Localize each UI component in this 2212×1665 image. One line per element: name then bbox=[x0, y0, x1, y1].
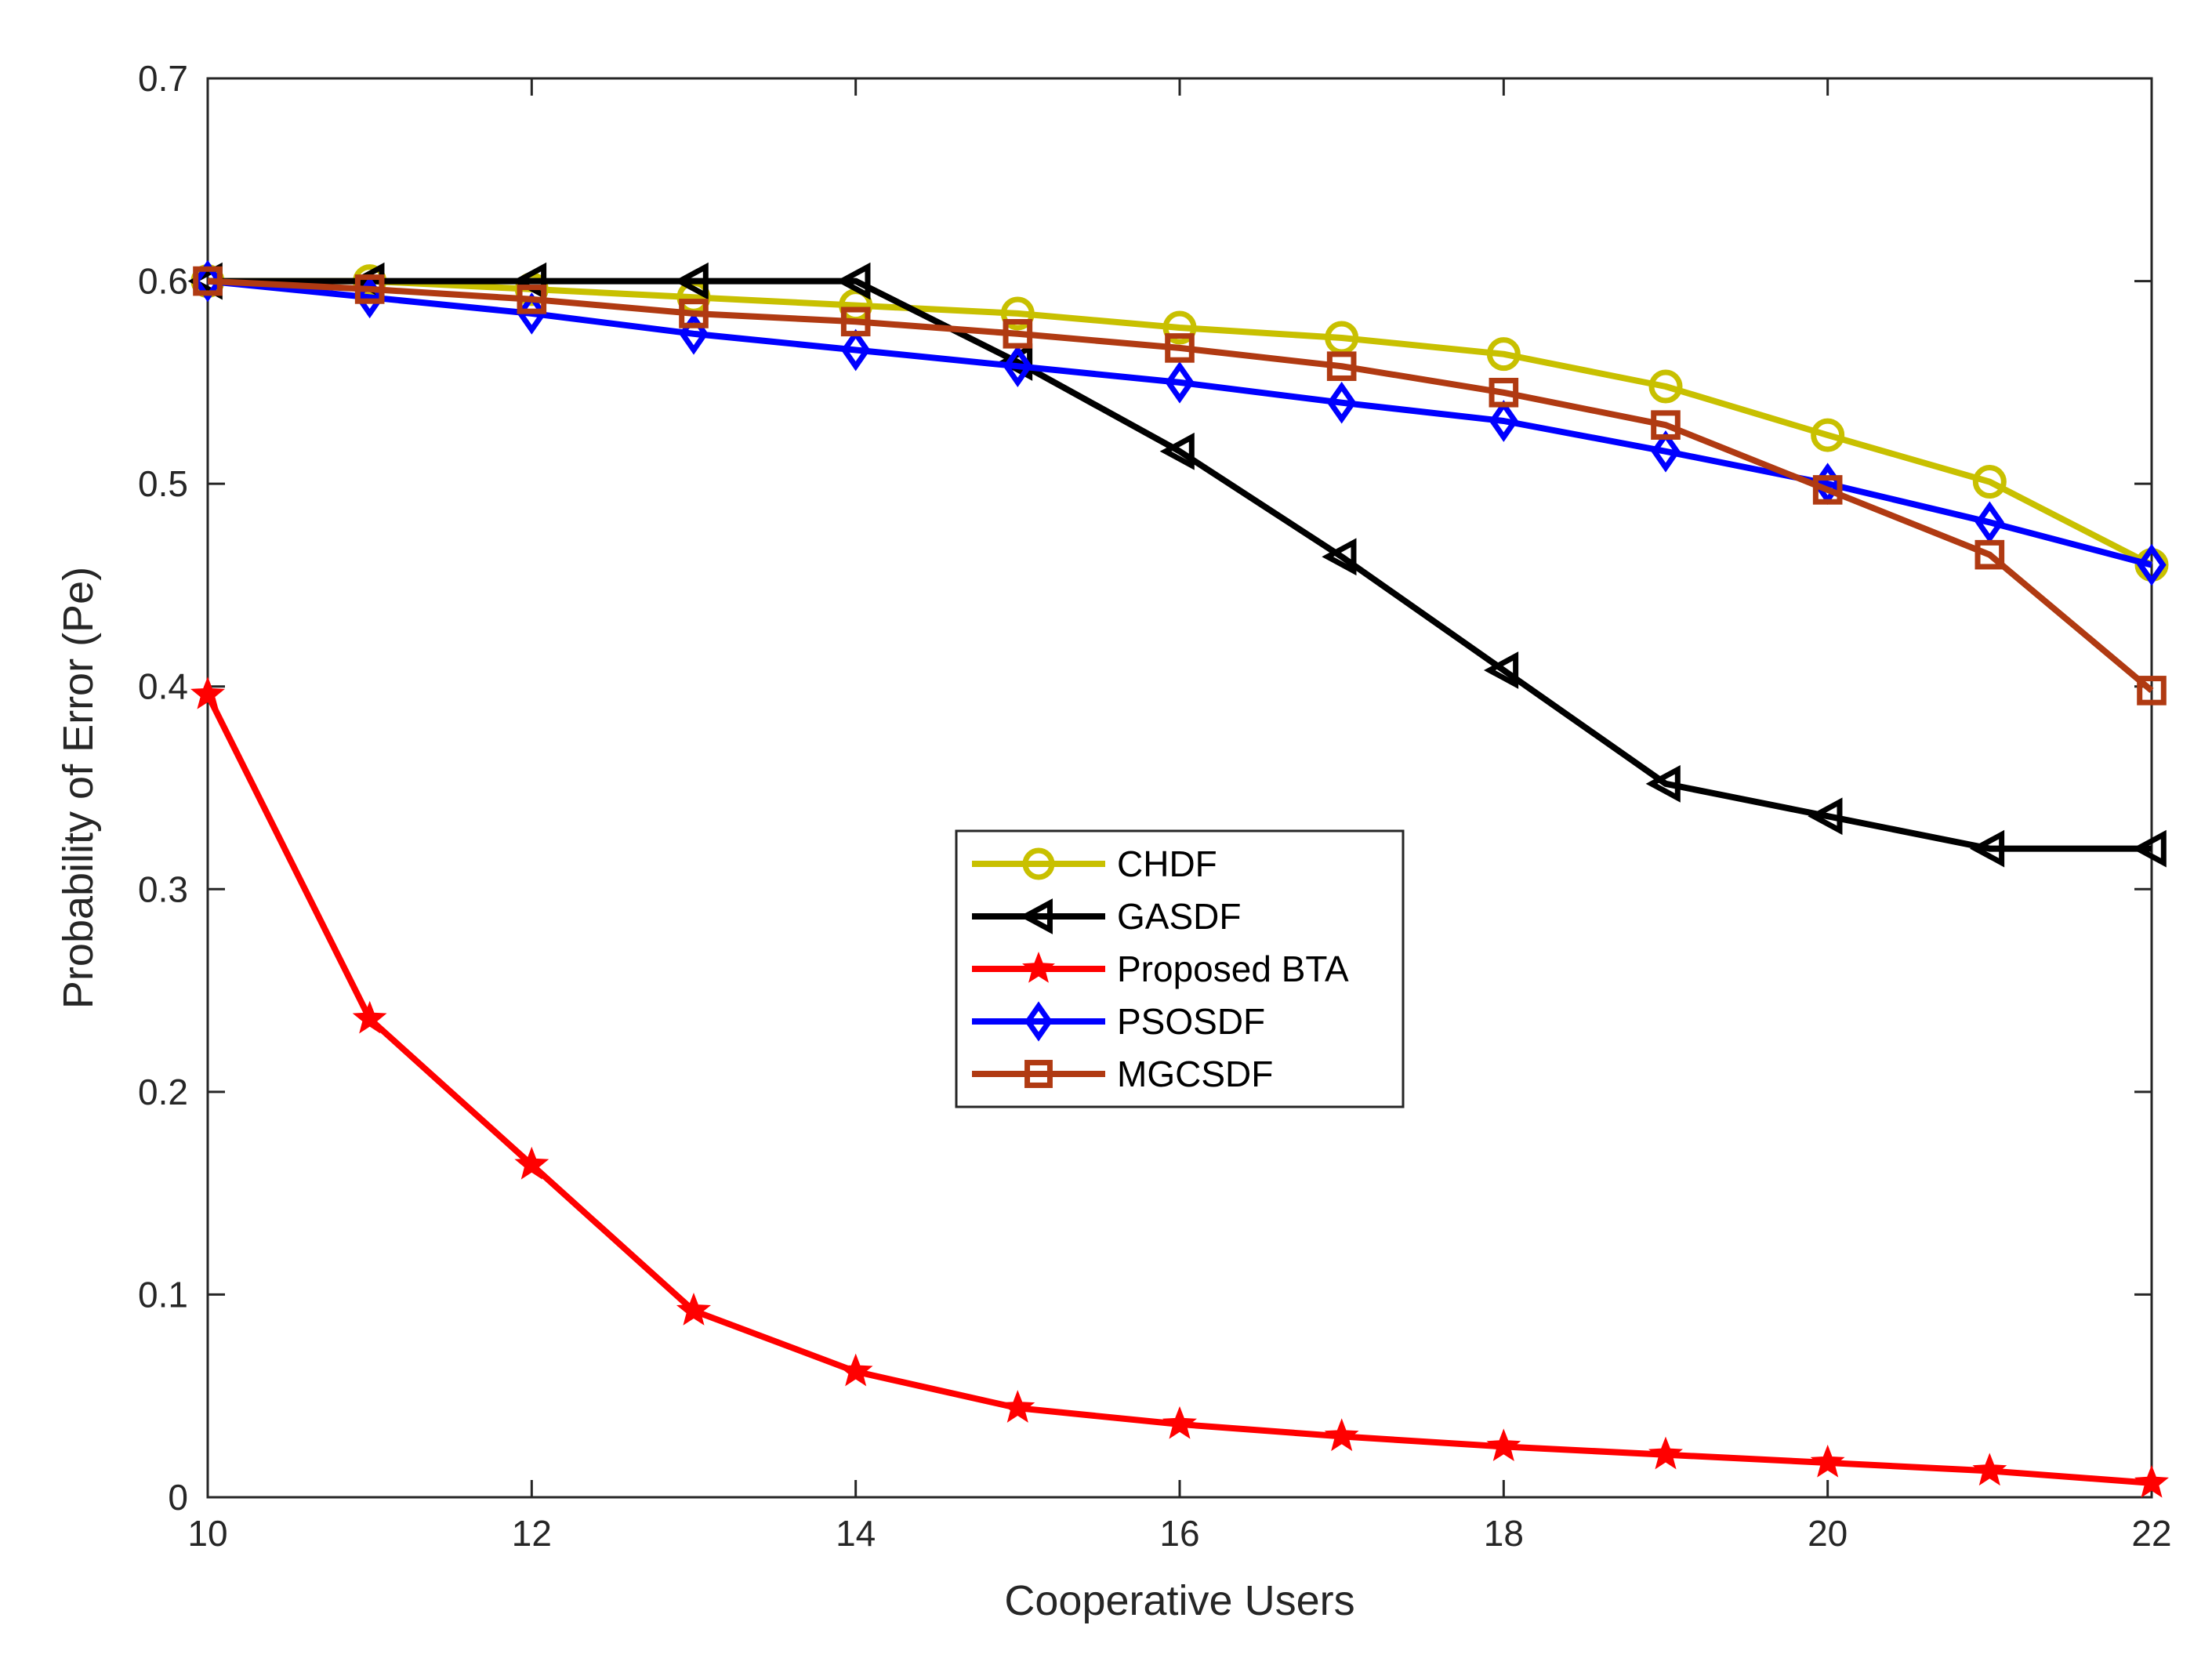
data-point-gasdf bbox=[2131, 829, 2167, 868]
data-point-gasdf bbox=[1969, 829, 2005, 868]
data-point-gasdf bbox=[1159, 432, 1195, 470]
y-tick-label: 0.5 bbox=[138, 463, 188, 504]
data-point-psosdf bbox=[841, 328, 871, 372]
legend-entry-gasdf: GASDF bbox=[972, 896, 1241, 937]
plot-frame bbox=[206, 77, 2153, 1499]
data-point-gasdf bbox=[1645, 764, 1681, 803]
y-tick-label: 0.3 bbox=[138, 869, 188, 909]
data-point-mgcsdf bbox=[1812, 475, 1843, 505]
data-point-chdf bbox=[1000, 296, 1035, 331]
legend-marker bbox=[1022, 847, 1055, 880]
data-point-gasdf bbox=[836, 262, 871, 300]
x-tick-label: 12 bbox=[512, 1513, 552, 1554]
data-point-mgcsdf bbox=[193, 266, 223, 296]
legend-entry-chdf: CHDF bbox=[972, 843, 1217, 884]
data-point-proposed-bta bbox=[1486, 1428, 1521, 1461]
x-tick-label: 22 bbox=[2131, 1513, 2171, 1554]
legend-marker bbox=[1024, 1060, 1053, 1088]
data-point-mgcsdf bbox=[1651, 410, 1681, 440]
data-point-proposed-bta bbox=[2134, 1464, 2169, 1498]
series-line-mgcsdf bbox=[207, 278, 2154, 693]
data-point-psosdf bbox=[193, 259, 223, 303]
y-tick-label: 0.1 bbox=[138, 1274, 188, 1315]
series-layer bbox=[187, 259, 2169, 1498]
axes-box bbox=[206, 77, 2153, 1499]
data-point-psosdf bbox=[679, 312, 709, 355]
data-point-proposed-bta bbox=[1324, 1418, 1359, 1452]
data-point-proposed-bta bbox=[514, 1146, 549, 1180]
data-point-mgcsdf bbox=[1003, 319, 1033, 349]
x-axis-label: Cooperative Users bbox=[1004, 1577, 1354, 1624]
x-tick-label: 10 bbox=[187, 1513, 227, 1554]
y-tick-label: 0.2 bbox=[138, 1072, 188, 1112]
data-point-gasdf bbox=[1483, 651, 1519, 689]
data-point-psosdf bbox=[517, 292, 546, 335]
data-point-mgcsdf bbox=[1165, 333, 1195, 363]
data-point-psosdf bbox=[1003, 345, 1032, 388]
data-point-psosdf bbox=[1165, 361, 1195, 404]
y-tick-label: 0.6 bbox=[138, 261, 188, 302]
legend-label: Proposed BTA bbox=[1117, 949, 1349, 989]
y-tick-label: 0.7 bbox=[138, 58, 188, 99]
legend-entry-psosdf: PSOSDF bbox=[972, 1001, 1265, 1042]
data-point-proposed-bta bbox=[1162, 1406, 1197, 1439]
y-axis-label: Probability of Error (Pe) bbox=[55, 567, 102, 1009]
data-point-proposed-bta bbox=[676, 1293, 711, 1326]
data-point-psosdf bbox=[2137, 543, 2167, 586]
data-point-proposed-bta bbox=[190, 677, 225, 709]
legend-marker bbox=[1024, 1001, 1053, 1042]
legend-marker bbox=[1022, 952, 1055, 983]
data-point-chdf bbox=[1162, 310, 1197, 345]
legend-label: MGCSDF bbox=[1117, 1054, 1273, 1094]
y-tick-label: 0 bbox=[168, 1477, 188, 1518]
data-point-mgcsdf bbox=[679, 299, 709, 328]
data-point-gasdf bbox=[1322, 538, 1357, 576]
x-tick-label: 20 bbox=[1808, 1513, 1848, 1554]
data-point-gasdf bbox=[673, 262, 709, 300]
data-point-mgcsdf bbox=[1974, 539, 2005, 570]
data-point-mgcsdf bbox=[840, 307, 871, 337]
data-point-psosdf bbox=[1489, 400, 1518, 442]
legend-label: CHDF bbox=[1117, 843, 1217, 884]
data-point-proposed-bta bbox=[838, 1353, 873, 1387]
data-point-psosdf bbox=[1974, 501, 2004, 544]
series-line-gasdf bbox=[208, 278, 2152, 852]
data-point-mgcsdf bbox=[1326, 351, 1357, 381]
legend-label: PSOSDF bbox=[1117, 1001, 1265, 1042]
legend-label: GASDF bbox=[1117, 896, 1241, 937]
data-point-proposed-bta bbox=[352, 1000, 387, 1034]
legend-entry-mgcsdf: MGCSDF bbox=[972, 1054, 1273, 1094]
data-point-mgcsdf bbox=[354, 274, 385, 304]
legend: CHDF GASDF Proposed BTA PSOSDF MGCSDF bbox=[955, 829, 1405, 1108]
data-point-psosdf bbox=[1327, 381, 1357, 424]
data-point-chdf bbox=[1648, 369, 1683, 404]
legend-marker bbox=[1019, 898, 1053, 934]
data-point-gasdf bbox=[1808, 797, 1843, 836]
x-tick-label: 16 bbox=[1159, 1513, 1199, 1554]
data-point-mgcsdf bbox=[517, 285, 547, 314]
data-point-mgcsdf bbox=[2137, 676, 2167, 706]
data-point-chdf bbox=[1972, 465, 2007, 499]
x-tick-label: 18 bbox=[1484, 1513, 1524, 1554]
series-mgcsdf bbox=[193, 266, 2167, 706]
data-point-psosdf bbox=[1651, 430, 1681, 473]
data-point-proposed-bta bbox=[1810, 1444, 1845, 1478]
data-point-chdf bbox=[1811, 418, 1845, 452]
ticks: 10 12 14 16 18 20 22 0 0.1 0.2 0.3 0.4 0.5 0.6 0.7 bbox=[138, 58, 2172, 1554]
series-proposed-bta bbox=[190, 677, 2169, 1498]
data-point-chdf bbox=[1486, 337, 1521, 372]
data-point-proposed-bta bbox=[1000, 1390, 1035, 1423]
x-tick-label: 14 bbox=[836, 1513, 876, 1554]
legend-entry-proposed-bta: Proposed BTA bbox=[972, 949, 1349, 989]
data-point-proposed-bta bbox=[1648, 1436, 1683, 1470]
data-point-proposed-bta bbox=[1972, 1453, 2007, 1486]
data-point-mgcsdf bbox=[1489, 377, 1519, 408]
y-tick-label: 0.4 bbox=[138, 666, 188, 707]
